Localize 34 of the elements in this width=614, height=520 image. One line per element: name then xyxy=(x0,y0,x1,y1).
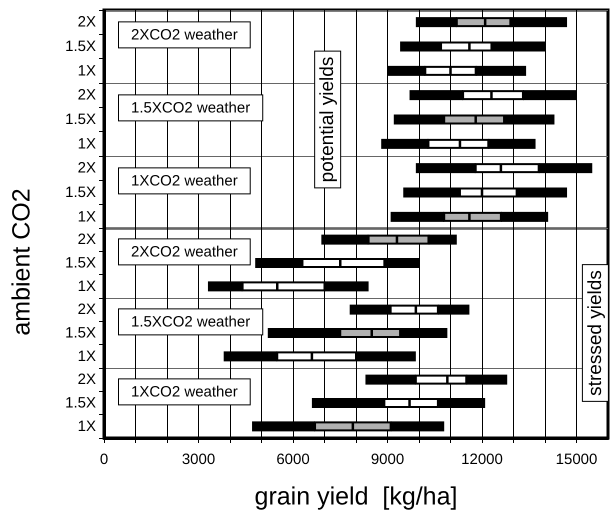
x-tick-label: 0 xyxy=(100,451,108,468)
y-tick-label: 1.5X xyxy=(65,38,96,55)
annotation: 1XCO2 weather xyxy=(131,383,238,400)
y-tick-label: 1X xyxy=(78,62,96,80)
y-tick-label: 2X xyxy=(78,231,96,248)
annotation: 2XCO2 weather xyxy=(131,243,238,260)
annotation: potential yields xyxy=(317,56,338,182)
x-tick-label: 9000 xyxy=(370,451,404,468)
y-tick-label: 2X xyxy=(78,301,96,318)
y-tick-label: 1X xyxy=(78,278,96,295)
annotation: 2XCO2 weather xyxy=(131,26,238,44)
y-tick-label: 1.5X xyxy=(65,184,96,201)
y-tick-label: 1.5X xyxy=(65,111,96,128)
y-tick-label: 1X xyxy=(78,135,96,152)
y-tick-label: 1.5X xyxy=(65,324,96,342)
y-axis-title: ambient CO2 xyxy=(8,188,36,336)
x-tick-label: 3000 xyxy=(182,451,216,468)
y-tick-label: 1X xyxy=(78,208,96,226)
annotation: stressed yields xyxy=(584,270,606,396)
y-tick-label: 2X xyxy=(78,14,96,31)
y-tick-label: 1X xyxy=(78,348,96,365)
x-tick-label: 15000 xyxy=(556,451,598,468)
y-tick-label: 1X xyxy=(78,418,96,435)
x-axis-title: grain yield [kg/ha] xyxy=(254,482,458,510)
y-tick-label: 1.5X xyxy=(65,254,96,272)
x-tick-label: 12000 xyxy=(461,451,503,468)
annotation: 1XCO2 weather xyxy=(131,172,238,190)
annotation: 1.5XCO2 weather xyxy=(131,99,250,116)
y-tick-label: 1.5X xyxy=(65,394,96,412)
y-tick-label: 2X xyxy=(78,160,96,177)
annotation: 1.5XCO2 weather xyxy=(131,313,250,330)
y-tick-label: 2X xyxy=(78,86,96,104)
y-tick-label: 2X xyxy=(78,371,96,388)
x-tick-label: 6000 xyxy=(276,451,310,468)
